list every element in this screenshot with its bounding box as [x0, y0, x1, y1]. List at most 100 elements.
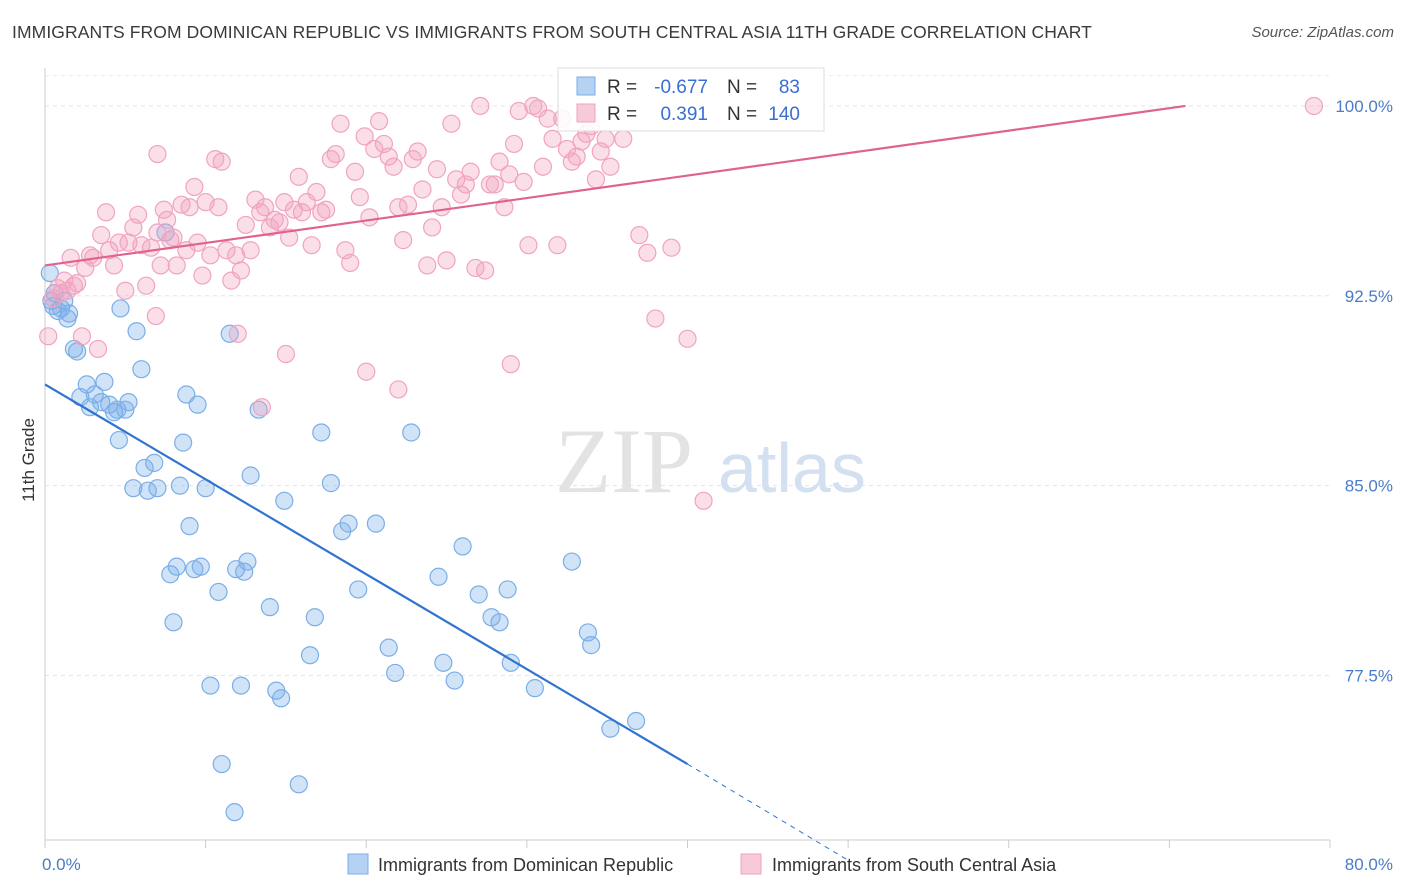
point-series1-105: [504, 134, 524, 154]
point-series1-112: [538, 109, 557, 128]
point-series0-27: [135, 458, 154, 478]
point-series0-26: [132, 360, 151, 379]
point-series1-41: [201, 246, 220, 265]
point-series0-79: [525, 679, 545, 698]
point-series1-65: [312, 203, 331, 222]
point-series0-50: [235, 562, 254, 581]
point-series1-64: [307, 182, 326, 202]
point-series0-71: [434, 653, 453, 672]
point-series0-77: [498, 580, 517, 599]
point-series1-130: [662, 238, 681, 257]
legend-swatch-southcentral: [576, 103, 596, 123]
bottom-legend-swatch-southcentral: [740, 853, 762, 875]
point-series0-40: [188, 395, 207, 414]
point-series0-72: [445, 671, 464, 690]
point-series1-15: [96, 203, 116, 222]
point-series0-25: [127, 322, 146, 341]
point-series1-109: [524, 96, 543, 116]
point-series1-32: [164, 228, 183, 247]
point-series0-80: [562, 552, 581, 571]
point-series1-66: [316, 200, 336, 219]
point-series1-55: [265, 210, 284, 229]
point-series1-26: [146, 306, 165, 326]
point-series0-73: [453, 537, 472, 556]
point-series0-53: [249, 400, 268, 419]
chart-source: Source: ZipAtlas.com: [1251, 24, 1394, 41]
tick-labels: 77.5% 85.0% 92.5% 100.0% 0.0% 80.0%: [42, 97, 1393, 874]
point-series0-29: [145, 453, 164, 472]
point-series0-68: [386, 663, 405, 683]
point-series1-125: [601, 157, 620, 176]
point-series1-127: [630, 225, 649, 245]
point-series1-98: [471, 96, 490, 116]
point-series1-37: [185, 177, 204, 197]
point-series1-53: [255, 198, 275, 217]
watermark: ZIP atlas: [555, 410, 866, 512]
point-series1-94: [451, 185, 471, 204]
point-series1-77: [370, 112, 389, 131]
point-series1-75: [360, 208, 379, 227]
grid-lines: [45, 75, 1330, 676]
point-series1-124: [596, 129, 615, 148]
point-series1-33: [167, 256, 186, 275]
point-series1-6: [61, 248, 80, 267]
point-series0-74: [469, 585, 488, 604]
point-series0-36: [174, 433, 193, 452]
y-tick-label-1: 85.0%: [1345, 477, 1393, 496]
bottom-legend-swatch-dominican: [347, 853, 369, 875]
point-series1-101: [485, 175, 504, 194]
point-series1-134: [357, 362, 376, 381]
legend-n-label-2: N =: [727, 104, 757, 125]
point-series1-79: [379, 147, 398, 166]
point-series1-100: [480, 175, 500, 194]
point-series0-51: [238, 552, 257, 571]
y-tick-label-2: 92.5%: [1345, 287, 1393, 306]
point-series0-78: [501, 653, 520, 672]
point-series0-43: [201, 676, 220, 695]
point-series0-8: [59, 304, 79, 323]
legend-box: [557, 67, 825, 132]
point-series0-82: [582, 636, 601, 655]
point-series1-92: [442, 114, 461, 133]
point-series0-10: [68, 342, 87, 361]
point-series0-66: [366, 514, 385, 533]
point-series0-41: [191, 557, 210, 576]
point-series1-67: [321, 150, 341, 169]
point-series1-126: [614, 129, 633, 148]
point-series1-107: [514, 172, 533, 192]
bottom-legend-label-dominican: Immigrants from Dominican Republic: [378, 855, 673, 875]
bottom-legend-label-southcentral: Immigrants from South Central Asia: [772, 855, 1057, 875]
point-series1-139: [501, 355, 520, 374]
point-series1-63: [302, 236, 321, 255]
point-series1-58: [280, 228, 299, 247]
point-series0-60: [305, 608, 324, 627]
point-series0-16: [95, 372, 114, 391]
point-series0-14: [85, 385, 104, 404]
point-series1-131: [678, 329, 697, 348]
chart-title: IMMIGRANTS FROM DOMINICAN REPUBLIC VS IM…: [12, 22, 1092, 42]
y-tick-label-0: 77.5%: [1345, 666, 1393, 685]
point-series1-56: [270, 213, 289, 232]
point-series0-57: [275, 491, 294, 510]
y-tick-label-3: 100.0%: [1335, 97, 1393, 116]
point-series0-35: [170, 476, 190, 495]
point-series1-103: [495, 198, 514, 217]
point-series1-83: [398, 195, 418, 214]
point-series1-8: [68, 274, 87, 293]
point-series1-89: [427, 160, 447, 179]
point-series0-62: [321, 474, 341, 493]
legend-n-value-1: 83: [779, 77, 800, 98]
point-series1-25: [141, 238, 161, 257]
point-series1-49: [236, 215, 255, 235]
point-series1-91: [437, 251, 456, 270]
point-series0-83: [601, 719, 620, 738]
y-axis-title: 11th Grade: [19, 418, 38, 502]
x-tick-label-1: 80.0%: [1345, 855, 1393, 874]
point-series1-71: [341, 253, 360, 272]
point-series1-22: [129, 205, 148, 224]
point-series1-99: [476, 261, 495, 280]
point-series0-76: [490, 613, 509, 632]
point-series0-37: [177, 385, 196, 404]
point-series0-56: [272, 689, 291, 708]
